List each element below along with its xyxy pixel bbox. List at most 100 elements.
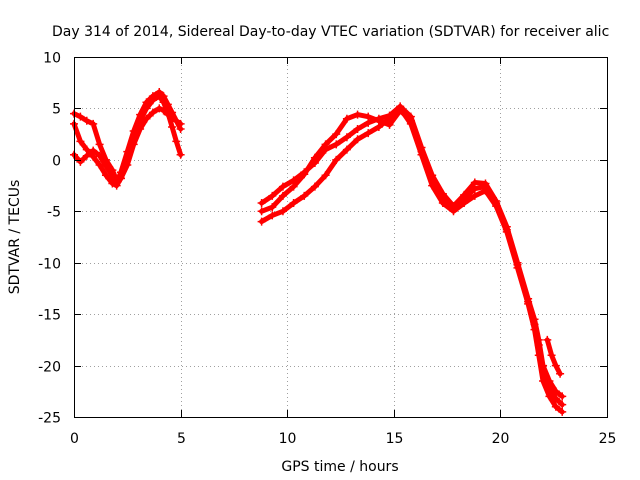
data-point	[300, 191, 309, 200]
data-point	[257, 207, 266, 216]
data-point	[481, 182, 490, 191]
data-point	[142, 98, 151, 107]
data-point	[558, 400, 567, 409]
x-tick-label: 25	[599, 431, 617, 447]
chart-title: Day 314 of 2014, Sidereal Day-to-day VTE…	[52, 24, 609, 40]
data-point	[123, 161, 132, 169]
data-point	[278, 182, 287, 191]
data-point	[172, 116, 181, 125]
data-point	[551, 361, 560, 370]
data-point	[76, 157, 85, 166]
data-point	[539, 366, 548, 375]
data-point	[89, 146, 98, 155]
data-point	[332, 155, 341, 164]
data-point	[129, 140, 138, 149]
data-point	[385, 120, 394, 129]
data-point	[163, 110, 172, 119]
data-point	[332, 130, 341, 139]
data-point	[159, 106, 168, 115]
data-point	[353, 135, 362, 144]
data-point	[155, 104, 164, 113]
data-point	[558, 392, 567, 401]
data-point	[268, 211, 277, 220]
data-point	[406, 116, 415, 125]
data-point	[545, 382, 554, 391]
data-point	[353, 110, 362, 119]
data-point	[524, 297, 533, 306]
data-point	[460, 194, 469, 203]
data-point	[155, 87, 164, 96]
data-point	[551, 402, 560, 411]
data-point	[300, 170, 309, 179]
plot-frame	[74, 57, 608, 418]
data-point	[268, 191, 277, 200]
x-axis-label: GPS time / hours	[281, 459, 398, 475]
tick-labels: 0 5 10 15 20 25 10 5 0 -5 -10 -15 -20 -25	[38, 51, 616, 448]
y-tick-label: -20	[38, 360, 61, 376]
data-point	[148, 92, 157, 101]
data-point	[76, 137, 85, 146]
data-point	[76, 112, 85, 121]
data-point	[530, 320, 539, 329]
data-point	[321, 171, 330, 180]
y-tick-label: 10	[43, 51, 61, 67]
y-tick-label: -25	[38, 411, 61, 427]
data-point	[543, 335, 552, 344]
data-point	[556, 369, 565, 378]
data-point	[148, 108, 157, 117]
data-point	[82, 116, 91, 125]
y-tick-label: -15	[38, 308, 61, 324]
data-point	[417, 147, 426, 156]
data-point	[385, 111, 394, 120]
data-point	[310, 153, 319, 162]
data-point	[428, 176, 437, 185]
data-point	[558, 407, 567, 416]
data-point	[321, 140, 330, 149]
data-point	[342, 145, 351, 154]
data-point	[310, 182, 319, 191]
data-point	[168, 122, 177, 131]
data-point	[101, 155, 110, 164]
data-point	[492, 199, 501, 208]
data-point	[136, 110, 145, 119]
data-point	[129, 127, 138, 136]
data-point	[159, 92, 168, 101]
data-point	[374, 116, 383, 125]
data-point	[168, 114, 177, 123]
data-point	[513, 260, 522, 269]
x-tick-label: 5	[177, 431, 186, 447]
data-point	[364, 112, 373, 121]
data-point	[353, 125, 362, 133]
data-point	[547, 351, 556, 360]
data-point	[551, 394, 560, 403]
data-point	[268, 203, 277, 212]
data-point	[278, 207, 287, 216]
x-tick-label: 20	[492, 431, 510, 447]
data-point	[364, 129, 373, 138]
data-point	[95, 140, 104, 149]
data-point	[278, 191, 287, 200]
y-tick-label: -5	[47, 205, 61, 221]
y-axis-label: SDTVAR / TECUs	[7, 180, 23, 295]
data-point	[89, 119, 98, 128]
data-point	[502, 225, 511, 234]
data-point	[112, 176, 121, 185]
data-point	[289, 182, 298, 191]
series-trace	[259, 108, 565, 408]
data-point	[534, 341, 543, 349]
data-point	[136, 125, 145, 133]
data-point	[82, 151, 91, 160]
axis-ticks	[74, 57, 608, 418]
data-point	[176, 150, 185, 159]
data-point	[163, 100, 172, 109]
data-point	[101, 171, 110, 180]
series-trace	[544, 337, 563, 377]
y-tick-label: -10	[38, 257, 61, 273]
data-point	[470, 184, 479, 193]
data-point	[332, 140, 341, 149]
x-tick-label: 15	[386, 431, 404, 447]
y-tick-label: 5	[52, 102, 61, 118]
data-point	[176, 119, 185, 128]
data-point	[172, 137, 181, 146]
